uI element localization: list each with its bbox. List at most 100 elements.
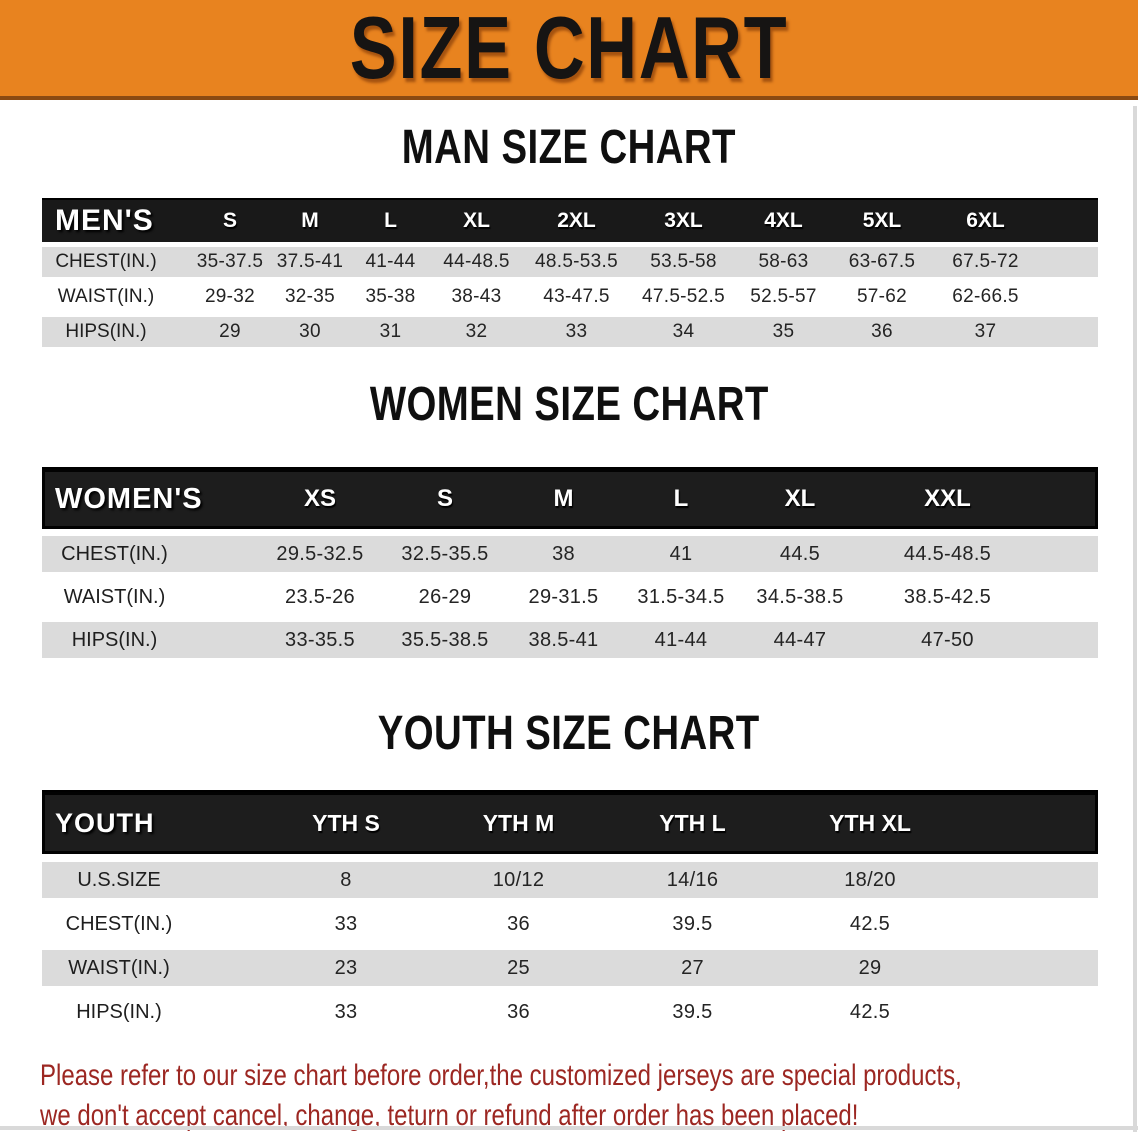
row-label: WAIST(IN.) xyxy=(63,585,166,608)
row-label: CHEST(IN.) xyxy=(61,542,168,565)
column-header-yth-s: YTH S xyxy=(312,809,380,836)
cell-value: 34.5-38.5 xyxy=(756,585,844,608)
bottom-edge-line xyxy=(0,1126,1138,1130)
right-edge-line xyxy=(1133,106,1137,1132)
table-row: HIPS(IN.) 29 30 31 32 33 34 35 36 37 xyxy=(42,317,1098,347)
cell-value: 8 xyxy=(340,868,352,891)
cell-value: 36 xyxy=(507,1000,530,1023)
column-header-xs: XS xyxy=(303,485,336,512)
cell-value: 23 xyxy=(334,956,358,979)
cell-value: 10/12 xyxy=(492,868,545,891)
cell-value: 42.5 xyxy=(849,912,891,935)
cell-value: 63-67.5 xyxy=(848,251,916,272)
footnote-line-1: Please refer to our size chart before or… xyxy=(40,1059,962,1092)
row-label: HIPS(IN.) xyxy=(76,1000,162,1023)
cell-value: 29-31.5 xyxy=(528,585,599,608)
table-row: WAIST(IN.) 29-32 32-35 35-38 38-43 43-47.5 47.… xyxy=(42,282,1098,312)
column-header-m: M xyxy=(553,485,574,512)
column-header-3xl: 3XL xyxy=(664,209,703,232)
cell-value: 44-47 xyxy=(773,628,827,651)
cell-value: 33 xyxy=(334,1000,358,1023)
cell-value: 39.5 xyxy=(672,912,713,935)
cell-value: 32 xyxy=(465,321,488,342)
cell-value: 23.5-26 xyxy=(285,585,355,608)
cell-value: 25 xyxy=(507,956,530,979)
cell-value: 29.5-32.5 xyxy=(276,542,364,565)
banner-title: SIZE CHART xyxy=(349,0,789,97)
cell-value: 38.5-41 xyxy=(528,628,599,651)
table-row: CHEST(IN.) 33 36 39.5 42.5 xyxy=(42,906,1098,942)
heading-text-youth: YOUTH SIZE CHART xyxy=(378,707,760,760)
column-header-xxl: XXL xyxy=(924,485,971,512)
column-header-s: S xyxy=(222,209,237,232)
youth-header-row: YOUTH YTH S YTH M YTH L YTH XL xyxy=(42,790,1098,854)
cell-value: 38.5-42.5 xyxy=(903,585,992,608)
cell-value: 42.5 xyxy=(849,1000,891,1023)
cell-value: 48.5-53.5 xyxy=(535,251,618,272)
column-header-yth-l: YTH L xyxy=(659,809,726,836)
cell-value: 35-38 xyxy=(365,286,416,307)
cell-value: 35 xyxy=(772,321,795,342)
row-label: CHEST(IN.) xyxy=(65,912,173,935)
row-label: HIPS(IN.) xyxy=(65,321,147,342)
column-header-l: L xyxy=(673,485,689,512)
section-men: MAN SIZE CHART MEN'S S M L XL 2XL 3XL 4XL 5XL 6XL C… xyxy=(0,124,1138,347)
table-row: CHEST(IN.) 29.5-32.5 32.5-35.5 38 41 44.5 44.5… xyxy=(42,536,1098,572)
table-row: HIPS(IN.) 33-35.5 35.5-38.5 38.5-41 41-44 44-… xyxy=(42,622,1098,658)
column-header-l: L xyxy=(384,209,397,232)
cell-value: 32-35 xyxy=(284,286,336,307)
footnote: Please refer to our size chart before or… xyxy=(0,1056,1138,1132)
cell-value: 37.5-41 xyxy=(276,251,344,272)
column-header-s: S xyxy=(436,485,453,512)
column-header-4xl: 4XL xyxy=(764,209,803,232)
cell-value: 47-50 xyxy=(921,628,974,651)
banner: SIZE CHART xyxy=(0,0,1138,100)
section-women: WOMEN SIZE CHART WOMEN'S XS S M L XL XXL CHEST(I… xyxy=(0,381,1138,658)
cell-value: 58-63 xyxy=(758,251,809,272)
cell-value: 32.5-35.5 xyxy=(401,542,489,565)
table-row: WAIST(IN.) 23.5-26 26-29 29-31.5 31.5-34.5 34… xyxy=(42,579,1098,615)
row-label: CHEST(IN.) xyxy=(55,251,157,272)
table-row: CHEST(IN.) 35-37.5 37.5-41 41-44 44-48.5 48.5… xyxy=(42,247,1098,277)
column-header-xl: XL xyxy=(784,485,816,512)
cell-value: 35.5-38.5 xyxy=(401,628,489,651)
cell-value: 33-35.5 xyxy=(285,628,355,651)
cell-value: 31 xyxy=(379,321,402,342)
row-label: WAIST(IN.) xyxy=(68,956,170,979)
column-header-yth-m: YTH M xyxy=(482,809,555,836)
table-row: WAIST(IN.) 23 25 27 29 xyxy=(42,950,1098,986)
cell-value: 44.5-48.5 xyxy=(903,542,992,565)
heading-youth: YOUTH SIZE CHART xyxy=(0,710,1138,766)
cell-value: 41-44 xyxy=(654,628,708,651)
row-label: WAIST(IN.) xyxy=(57,286,155,307)
column-header-xl: XL xyxy=(463,209,490,232)
women-corner-label: WOMEN'S xyxy=(55,482,203,515)
table-row: U.S.SIZE 8 10/12 14/16 18/20 xyxy=(42,862,1098,898)
heading-text-women: WOMEN SIZE CHART xyxy=(369,378,769,431)
section-youth: YOUTH SIZE CHART YOUTH YTH S YTH M YTH L YTH … xyxy=(0,710,1138,1030)
cell-value: 44-48.5 xyxy=(443,251,510,272)
cell-value: 57-62 xyxy=(856,286,908,307)
cell-value: 52.5-57 xyxy=(750,286,817,307)
cell-value: 14/16 xyxy=(666,868,719,891)
column-header-5xl: 5XL xyxy=(862,209,902,232)
cell-value: 34 xyxy=(672,321,695,342)
cell-value: 29 xyxy=(858,956,882,979)
men-size-table: MEN'S S M L XL 2XL 3XL 4XL 5XL 6XL CHEST(IN.) 35-37… xyxy=(42,198,1098,347)
cell-value: 36 xyxy=(507,912,530,935)
cell-value: 44.5 xyxy=(779,542,821,565)
men-header-row: MEN'S S M L XL 2XL 3XL 4XL 5XL 6XL xyxy=(42,198,1098,242)
row-label: HIPS(IN.) xyxy=(71,628,158,651)
cell-value: 38-43 xyxy=(451,286,502,307)
cell-value: 29 xyxy=(219,321,241,342)
table-row: HIPS(IN.) 33 36 39.5 42.5 xyxy=(42,994,1098,1030)
youth-corner-label: YOUTH xyxy=(55,807,155,838)
cell-value: 18/20 xyxy=(844,868,896,891)
column-header-2xl: 2XL xyxy=(557,209,596,232)
youth-size-table: YOUTH YTH S YTH M YTH L YTH XL U.S.SIZE 8 10/12… xyxy=(42,790,1098,1030)
cell-value: 30 xyxy=(299,321,321,342)
cell-value: 41 xyxy=(669,542,693,565)
cell-value: 41-44 xyxy=(365,251,416,272)
cell-value: 35-37.5 xyxy=(196,251,264,272)
